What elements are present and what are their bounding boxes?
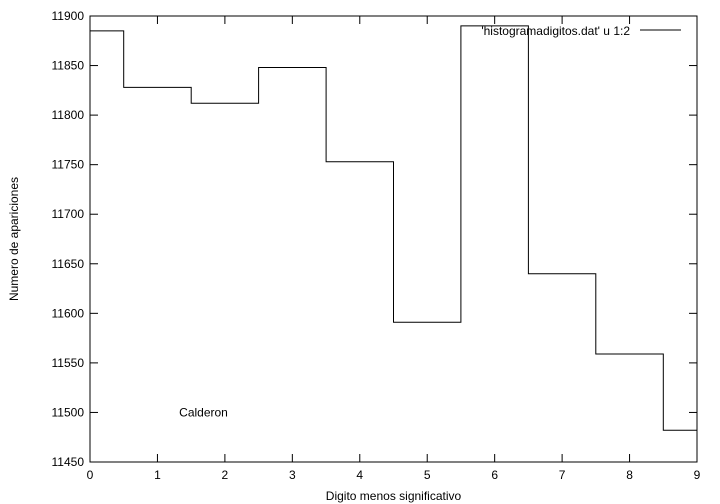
y-tick-label: 11500: [52, 405, 85, 419]
y-tick-label: 11450: [52, 455, 85, 469]
x-tick-label: 4: [356, 468, 363, 482]
series-step-line: [90, 25, 697, 431]
y-tick-label: 11700: [52, 207, 85, 221]
y-tick-label: 11850: [52, 59, 85, 73]
y-tick-label: 11600: [52, 306, 85, 320]
y-axis-label: Numero de apariciones: [7, 177, 21, 301]
y-axis-ticks: 11450 11500 11550 11600 11650 11700 11750 11800…: [52, 9, 697, 469]
y-tick-label: 11800: [52, 108, 85, 122]
legend-label: 'histogramadigitos.dat' u 1:2: [481, 24, 630, 38]
annotation-text: Calderon: [179, 405, 228, 419]
y-tick-label: 11750: [52, 158, 85, 172]
x-tick-label: 1: [154, 468, 161, 482]
x-tick-label: 5: [424, 468, 431, 482]
y-tick-label: 11550: [52, 356, 85, 370]
y-tick-label: 11650: [52, 257, 85, 271]
x-tick-label: 7: [559, 468, 566, 482]
plot-frame: [89, 15, 698, 463]
x-axis-label: Digito menos significativo: [326, 489, 462, 503]
x-tick-label: 9: [694, 468, 701, 482]
legend: 'histogramadigitos.dat' u 1:2: [481, 24, 681, 38]
x-tick-label: 2: [222, 468, 229, 482]
x-tick-label: 0: [87, 468, 94, 482]
x-tick-label: 3: [289, 468, 296, 482]
y-tick-label: 11900: [52, 9, 85, 23]
x-tick-label: 8: [626, 468, 633, 482]
x-tick-label: 6: [491, 468, 498, 482]
